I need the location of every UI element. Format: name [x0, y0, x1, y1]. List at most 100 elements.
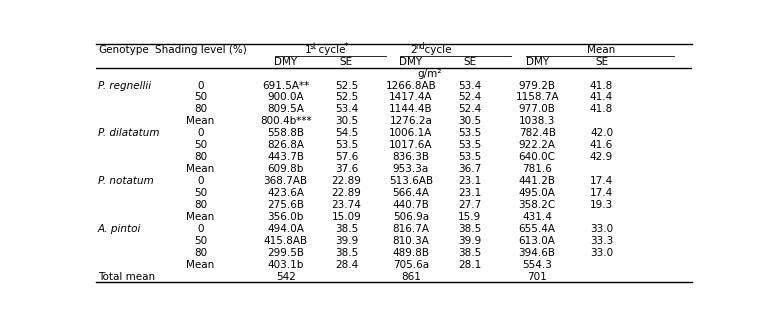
Text: 0: 0 — [197, 176, 204, 186]
Text: 358.2C: 358.2C — [518, 200, 556, 210]
Text: 489.8B: 489.8B — [392, 248, 429, 258]
Text: 38.5: 38.5 — [335, 224, 358, 234]
Text: 609.8b: 609.8b — [268, 164, 304, 174]
Text: SE: SE — [595, 57, 608, 67]
Text: 494.0A: 494.0A — [267, 224, 304, 234]
Text: 53.4: 53.4 — [458, 80, 481, 90]
Text: 15.9: 15.9 — [458, 212, 481, 222]
Text: *: * — [344, 42, 348, 51]
Text: 900.0A: 900.0A — [268, 92, 304, 102]
Text: 423.6A: 423.6A — [267, 188, 305, 198]
Text: P. dilatatum: P. dilatatum — [98, 128, 159, 138]
Text: 41.8: 41.8 — [590, 104, 613, 114]
Text: 30.5: 30.5 — [335, 116, 358, 126]
Text: 1158.7A: 1158.7A — [515, 92, 559, 102]
Text: g/m²: g/m² — [418, 68, 442, 78]
Text: 440.7B: 440.7B — [392, 200, 429, 210]
Text: 1266.8AB: 1266.8AB — [385, 80, 436, 90]
Text: 1: 1 — [305, 45, 311, 55]
Text: P. regnellii: P. regnellii — [98, 80, 151, 90]
Text: 826.8A: 826.8A — [267, 140, 305, 150]
Text: 836.3B: 836.3B — [392, 152, 429, 162]
Text: 1417.4A: 1417.4A — [389, 92, 433, 102]
Text: 640.0C: 640.0C — [518, 152, 556, 162]
Text: 816.7A: 816.7A — [392, 224, 429, 234]
Text: 513.6AB: 513.6AB — [389, 176, 433, 186]
Text: 52.4: 52.4 — [458, 92, 481, 102]
Text: 17.4: 17.4 — [590, 176, 613, 186]
Text: 431.4: 431.4 — [522, 212, 552, 222]
Text: 30.5: 30.5 — [458, 116, 481, 126]
Text: 54.5: 54.5 — [335, 128, 358, 138]
Text: nd: nd — [415, 42, 424, 51]
Text: 50: 50 — [194, 92, 207, 102]
Text: 57.6: 57.6 — [335, 152, 358, 162]
Text: 52.5: 52.5 — [335, 92, 358, 102]
Text: 36.7: 36.7 — [458, 164, 481, 174]
Text: 22.89: 22.89 — [331, 176, 361, 186]
Text: 33.3: 33.3 — [590, 236, 613, 246]
Text: 554.3: 554.3 — [522, 260, 552, 270]
Text: 979.2B: 979.2B — [518, 80, 556, 90]
Text: 701: 701 — [528, 272, 547, 282]
Text: 1276.2a: 1276.2a — [389, 116, 432, 126]
Text: 23.1: 23.1 — [458, 176, 481, 186]
Text: 41.8: 41.8 — [590, 80, 613, 90]
Text: 394.6B: 394.6B — [518, 248, 556, 258]
Text: 28.4: 28.4 — [335, 260, 358, 270]
Text: 655.4A: 655.4A — [518, 224, 556, 234]
Text: 19.3: 19.3 — [590, 200, 613, 210]
Text: 2: 2 — [410, 45, 417, 55]
Text: 415.8AB: 415.8AB — [264, 236, 308, 246]
Text: 37.6: 37.6 — [335, 164, 358, 174]
Text: Shading level (%): Shading level (%) — [155, 45, 246, 55]
Text: 1017.6A: 1017.6A — [389, 140, 432, 150]
Text: 800.4b***: 800.4b*** — [260, 116, 311, 126]
Text: 50: 50 — [194, 188, 207, 198]
Text: DMY: DMY — [274, 57, 297, 67]
Text: Mean: Mean — [186, 260, 215, 270]
Text: 1006.1A: 1006.1A — [389, 128, 432, 138]
Text: cycle: cycle — [418, 45, 451, 55]
Text: 275.6B: 275.6B — [267, 200, 305, 210]
Text: A. pintoi: A. pintoi — [98, 224, 141, 234]
Text: 0: 0 — [197, 128, 204, 138]
Text: 42.0: 42.0 — [590, 128, 613, 138]
Text: 861: 861 — [401, 272, 421, 282]
Text: SE: SE — [340, 57, 353, 67]
Text: 80: 80 — [194, 248, 207, 258]
Text: 53.5: 53.5 — [335, 140, 358, 150]
Text: Total mean: Total mean — [98, 272, 155, 282]
Text: 441.2B: 441.2B — [518, 176, 556, 186]
Text: 42.9: 42.9 — [590, 152, 613, 162]
Text: 403.1b: 403.1b — [268, 260, 304, 270]
Text: 39.9: 39.9 — [335, 236, 358, 246]
Text: 53.4: 53.4 — [335, 104, 358, 114]
Text: Genotype: Genotype — [98, 45, 148, 55]
Text: 52.4: 52.4 — [458, 104, 481, 114]
Text: 41.4: 41.4 — [590, 92, 613, 102]
Text: Mean: Mean — [186, 212, 215, 222]
Text: 80: 80 — [194, 200, 207, 210]
Text: 39.9: 39.9 — [458, 236, 481, 246]
Text: 33.0: 33.0 — [590, 248, 613, 258]
Text: 781.6: 781.6 — [522, 164, 552, 174]
Text: 50: 50 — [194, 140, 207, 150]
Text: 368.7AB: 368.7AB — [264, 176, 308, 186]
Text: 52.5: 52.5 — [335, 80, 358, 90]
Text: SE: SE — [463, 57, 476, 67]
Text: st: st — [309, 42, 317, 51]
Text: 53.5: 53.5 — [458, 152, 481, 162]
Text: 80: 80 — [194, 152, 207, 162]
Text: 542: 542 — [276, 272, 295, 282]
Text: Mean: Mean — [186, 164, 215, 174]
Text: 782.4B: 782.4B — [518, 128, 556, 138]
Text: 17.4: 17.4 — [590, 188, 613, 198]
Text: DMY: DMY — [525, 57, 549, 67]
Text: 613.0A: 613.0A — [519, 236, 555, 246]
Text: 495.0A: 495.0A — [519, 188, 555, 198]
Text: 38.5: 38.5 — [335, 248, 358, 258]
Text: 80: 80 — [194, 104, 207, 114]
Text: 38.5: 38.5 — [458, 248, 481, 258]
Text: 28.1: 28.1 — [458, 260, 481, 270]
